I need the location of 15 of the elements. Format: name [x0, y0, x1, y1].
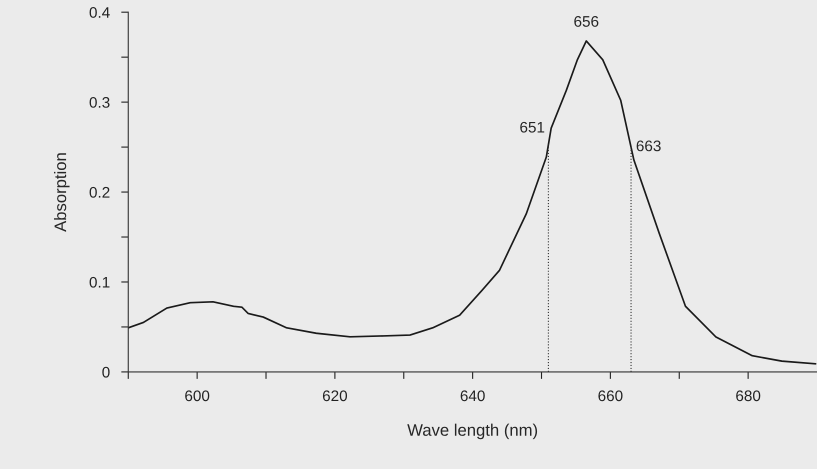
x-tick-label: 640: [460, 390, 485, 402]
y-tick-label: 0.1: [90, 276, 110, 288]
y-tick-label: 0.3: [90, 96, 110, 108]
ref-line-label: 663: [636, 140, 661, 152]
y-axis-title: Absorption: [54, 153, 70, 232]
x-tick-label: 660: [598, 390, 623, 402]
y-tick-label: 0.2: [90, 186, 110, 198]
y-tick-label: 0: [102, 366, 110, 378]
x-tick-label: 600: [185, 390, 210, 402]
x-axis-title: Wave length (nm): [407, 424, 538, 440]
ref-line-label: 651: [520, 122, 544, 133]
x-tick-label: 620: [322, 390, 348, 402]
annotation: 656: [574, 16, 598, 27]
y-tick-label: 0.4: [90, 7, 110, 18]
x-tick-label: 680: [736, 390, 760, 402]
